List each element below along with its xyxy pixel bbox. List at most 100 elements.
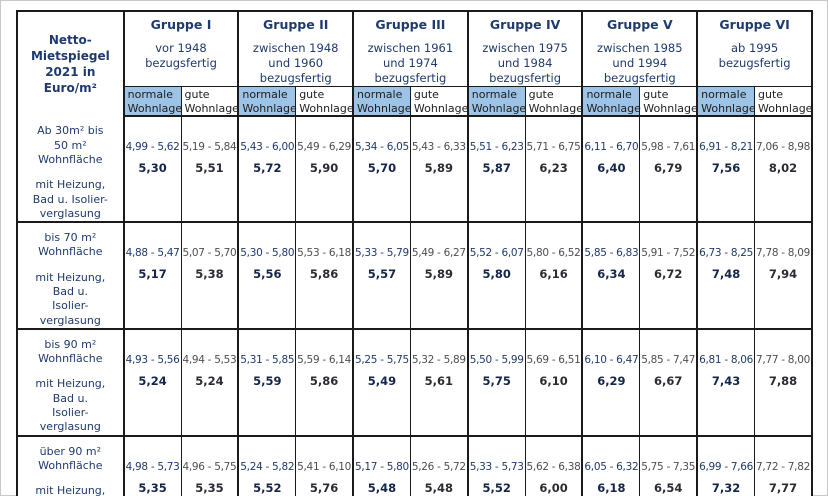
rent-midpoint: 6,10 (539, 373, 568, 388)
rent-range: 4,93 - 5,56 (125, 353, 180, 366)
rent-cell: 6,81 - 8,06 7,43 (696, 327, 755, 436)
wohnlage-good-header: gute Wohnlage (639, 85, 698, 118)
rent-range: 5,41 - 6,10 (297, 460, 352, 473)
rent-midpoint: 6,79 (654, 161, 683, 176)
rent-midpoint: 6,40 (597, 161, 626, 176)
rent-range: 5,43 - 6,33 (411, 141, 466, 154)
rent-midpoint: 6,18 (597, 480, 626, 495)
wohnlage-good-header: gute Wohnlage (180, 85, 239, 118)
wohnlage-good-header: gute Wohnlage (409, 85, 468, 118)
rent-range: 5,62 - 6,38 (526, 460, 581, 473)
rent-cell: 5,62 - 6,38 6,00 (524, 434, 583, 496)
rent-midpoint: 5,57 (367, 267, 397, 282)
rent-range: 5,33 - 5,79 (355, 247, 409, 260)
row-label: bis 70 m² Wohnfläche mit Heizung, Bad u. … (17, 221, 125, 329)
rent-range: 5,49 - 6,27 (411, 247, 466, 260)
group-name: Gruppe II (263, 17, 329, 32)
group-header: Gruppe V zwischen 1985 und 1994 bezugsfer… (581, 11, 698, 87)
rent-cell: 4,88 - 5,47 5,17 (122, 221, 181, 329)
rent-range: 5,25 - 5,75 (355, 353, 409, 366)
rent-cell: 5,71 - 6,75 6,23 (524, 116, 583, 223)
rent-midpoint: 5,49 (367, 373, 397, 388)
group-period: zwischen 1975 und 1984 bezugsfertig (482, 41, 568, 85)
rent-midpoint: 6,23 (539, 161, 568, 176)
rent-midpoint: 5,38 (195, 267, 224, 282)
wohnlage-good-header: gute Wohnlage (754, 85, 812, 118)
rent-cell: 5,98 - 7,61 6,79 (639, 116, 698, 223)
row-size-label: bis 70 m² Wohnfläche (38, 231, 103, 259)
group-name: Gruppe IV (489, 17, 561, 32)
rent-midpoint: 5,52 (482, 480, 511, 495)
rent-range: 5,34 - 6,05 (355, 141, 409, 154)
rent-range: 6,99 - 7,66 (699, 460, 754, 473)
table-row: über 90 m² Wohnfläche mit Heizung, Bad u.… (17, 434, 812, 496)
rent-cell: 4,94 - 5,53 5,24 (180, 327, 239, 436)
rent-midpoint: 5,24 (195, 373, 224, 388)
group-period: vor 1948 bezugsfertig (145, 41, 217, 70)
rent-midpoint: 5,89 (424, 267, 453, 282)
rent-cell: 6,91 - 8,21 7,56 (696, 116, 755, 223)
rent-range: 5,26 - 5,72 (411, 460, 466, 473)
rent-range: 5,85 - 6,83 (584, 247, 639, 260)
rent-range: 5,59 - 6,14 (297, 353, 352, 366)
group-header: Gruppe I vor 1948 bezugsfertig (122, 11, 239, 87)
rent-midpoint: 5,90 (309, 161, 339, 176)
rent-cell: 5,43 - 6,00 5,72 (237, 116, 296, 223)
rent-range: 5,17 - 5,80 (355, 460, 409, 473)
rent-cell: 4,93 - 5,56 5,24 (122, 327, 181, 436)
row-size-label: bis 90 m² Wohnfläche (38, 337, 103, 366)
rent-range: 5,30 - 5,80 (240, 247, 295, 260)
row-features-label: mit Heizung, Bad u. Isolier- verglasung (32, 178, 108, 220)
rent-midpoint: 5,24 (138, 373, 167, 388)
rent-range: 4,94 - 5,53 (182, 353, 237, 366)
rent-midpoint: 7,88 (768, 373, 798, 388)
group-name: Gruppe III (375, 17, 446, 32)
rent-midpoint: 5,56 (253, 267, 282, 282)
rent-midpoint: 7,94 (768, 267, 798, 282)
rent-midpoint: 5,86 (309, 267, 339, 282)
rent-range: 6,81 - 8,06 (699, 353, 754, 366)
rent-range: 4,99 - 5,62 (125, 141, 180, 154)
rent-midpoint: 7,43 (711, 373, 741, 388)
rent-cell: 7,72 - 7,82 7,77 (754, 434, 812, 496)
rent-cell: 5,24 - 5,82 5,52 (237, 434, 296, 496)
rent-cell: 5,07 - 5,70 5,38 (180, 221, 239, 329)
rent-cell: 5,41 - 6,10 5,76 (295, 434, 354, 496)
rent-range: 5,33 - 5,73 (469, 460, 524, 473)
rent-range: 5,43 - 6,00 (240, 141, 295, 154)
rent-cell: 6,11 - 6,70 6,40 (581, 116, 640, 223)
table-row: bis 70 m² Wohnfläche mit Heizung, Bad u. … (17, 221, 812, 329)
rent-range: 7,72 - 7,82 (756, 460, 810, 473)
rent-midpoint: 7,32 (711, 480, 741, 495)
rent-range: 4,88 - 5,47 (125, 247, 180, 260)
rent-range: 6,10 - 6,47 (584, 353, 639, 366)
group-header-row: Netto- Mietspiegel 2021 in Euro/m² Grupp… (17, 11, 812, 117)
rent-range: 6,11 - 6,70 (584, 141, 639, 154)
rent-range: 5,51 - 6,23 (469, 141, 524, 154)
rent-cell: 4,99 - 5,62 5,30 (122, 116, 181, 223)
row-label: Ab 30m² bis 50 m² Wohnfläche mit Heizung,… (17, 116, 125, 223)
group-period: zwischen 1948 und 1960 bezugsfertig (252, 41, 339, 85)
rent-range: 5,31 - 5,85 (240, 353, 295, 366)
rent-cell: 4,98 - 5,73 5,35 (122, 434, 181, 496)
group-name: Gruppe V (606, 17, 673, 32)
group-period: zwischen 1985 und 1994 bezugsfertig (597, 41, 683, 85)
rent-cell: 6,73 - 8,25 7,48 (696, 221, 755, 329)
rent-midpoint: 5,59 (253, 373, 282, 388)
row-label: über 90 m² Wohnfläche mit Heizung, Bad u.… (17, 434, 125, 496)
group-header: Gruppe II zwischen 1948 und 1960 bezugsfe… (237, 11, 354, 87)
rent-midpoint: 5,75 (482, 373, 511, 388)
row-features-label: mit Heizung, Bad u. Isolier- verglasung (35, 377, 106, 434)
rent-cell: 5,50 - 5,99 5,75 (466, 327, 526, 436)
rent-cell: 5,52 - 6,07 5,80 (466, 221, 526, 329)
rent-cell: 5,75 - 7,35 6,54 (639, 434, 698, 496)
rent-cell: 5,91 - 7,52 6,72 (639, 221, 698, 329)
group-header: Gruppe IV zwischen 1975 und 1984 bezugsfe… (466, 11, 583, 87)
rent-cell: 4,96 - 5,75 5,35 (180, 434, 239, 496)
rent-range: 5,07 - 5,70 (182, 247, 237, 260)
rent-range: 4,98 - 5,73 (125, 460, 180, 473)
rent-cell: 7,78 - 8,09 7,94 (754, 221, 812, 329)
rent-midpoint: 5,61 (424, 373, 453, 388)
row-size-label: Ab 30m² bis 50 m² Wohnfläche (37, 124, 104, 166)
rent-cell: 5,53 - 6,18 5,86 (295, 221, 354, 329)
